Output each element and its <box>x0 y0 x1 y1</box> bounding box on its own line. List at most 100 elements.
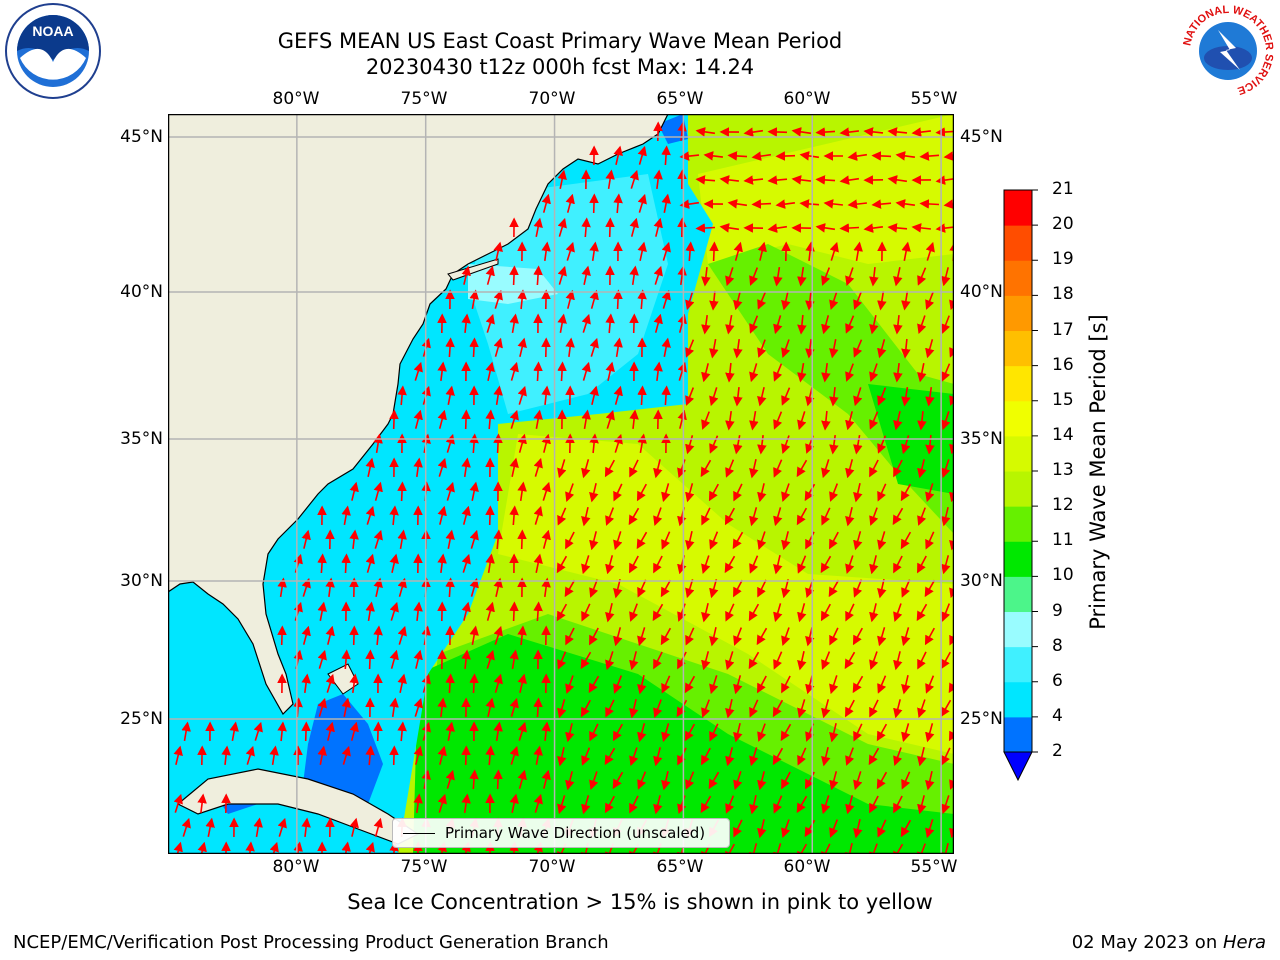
wave-direction-arrow <box>637 241 647 261</box>
wave-direction-arrow <box>413 409 423 429</box>
wave-direction-arrow <box>797 555 807 574</box>
wave-direction-arrow <box>949 440 954 455</box>
wave-direction-arrow <box>629 603 639 622</box>
wave-direction-arrow <box>661 771 671 791</box>
wave-direction-arrow <box>709 338 719 359</box>
wave-direction-arrow <box>863 223 884 233</box>
lat-label: 40°N <box>960 282 1003 302</box>
wave-direction-arrow <box>845 267 855 287</box>
wave-direction-arrow <box>533 745 543 765</box>
wave-direction-arrow <box>229 721 239 742</box>
wave-direction-arrow <box>245 745 255 765</box>
wave-direction-arrow <box>533 265 543 286</box>
wave-direction-arrow <box>613 145 623 165</box>
wave-direction-arrow <box>893 699 903 719</box>
wave-direction-arrow <box>781 627 791 647</box>
wave-direction-arrow <box>517 673 527 693</box>
wave-direction-arrow <box>565 627 575 646</box>
wave-direction-arrow <box>887 127 908 137</box>
wave-direction-arrow <box>612 771 624 790</box>
wave-direction-arrow <box>829 819 839 838</box>
wave-direction-arrow <box>847 199 867 209</box>
wave-direction-arrow <box>709 579 719 599</box>
wave-direction-arrow <box>852 627 864 646</box>
wave-direction-arrow <box>613 531 623 551</box>
wave-direction-arrow <box>749 843 759 854</box>
wave-direction-arrow <box>485 553 495 574</box>
wave-direction-arrow <box>901 675 911 695</box>
wave-direction-arrow <box>565 723 575 743</box>
wave-direction-arrow <box>677 651 687 670</box>
wave-direction-arrow <box>949 634 954 646</box>
wave-direction-arrow <box>629 699 639 719</box>
wave-direction-arrow <box>893 459 903 478</box>
colorbar-segment <box>1004 646 1032 683</box>
wave-direction-arrow <box>636 483 648 502</box>
wave-direction-arrow <box>461 409 471 430</box>
wave-direction-arrow <box>796 843 808 854</box>
wave-direction-arrow <box>197 793 207 813</box>
lat-label: 25°N <box>120 709 163 729</box>
wave-direction-arrow <box>325 577 335 597</box>
wave-direction-arrow <box>509 649 519 670</box>
wave-direction-arrow <box>605 217 615 238</box>
wave-direction-arrow <box>869 795 879 814</box>
wave-direction-arrow <box>805 387 815 407</box>
wave-direction-arrow <box>924 579 936 598</box>
wave-direction-arrow <box>949 345 954 358</box>
wave-direction-arrow <box>661 483 671 503</box>
colorbar-segment <box>1004 681 1032 718</box>
wave-direction-arrow <box>935 175 954 185</box>
wave-direction-arrow <box>791 127 812 137</box>
wave-direction-arrow <box>373 721 383 742</box>
wave-direction-arrow <box>877 339 887 359</box>
wave-direction-arrow <box>709 723 719 742</box>
wave-direction-arrow <box>805 241 815 261</box>
wave-direction-arrow <box>293 841 303 854</box>
title-line-2: 20230430 t12z 000h fcst Max: 14.24 <box>365 55 755 79</box>
wave-direction-arrow <box>733 771 743 791</box>
wave-direction-arrow <box>437 553 447 573</box>
wave-direction-arrow <box>652 603 664 622</box>
wave-direction-arrow <box>661 531 671 550</box>
wave-direction-arrow <box>604 459 616 478</box>
wave-direction-arrow <box>581 409 591 430</box>
wave-direction-arrow <box>719 223 740 233</box>
wave-direction-arrow <box>917 651 927 670</box>
wave-direction-arrow <box>725 795 735 814</box>
wave-direction-arrow <box>413 361 423 381</box>
wave-direction-arrow <box>461 649 471 669</box>
wave-direction-arrow <box>757 819 767 839</box>
wave-direction-arrow <box>708 483 720 502</box>
wave-direction-arrow <box>637 193 647 213</box>
wave-direction-arrow <box>653 459 663 479</box>
wave-direction-arrow <box>557 699 567 719</box>
wave-direction-arrow <box>719 175 739 185</box>
wave-direction-arrow <box>749 555 759 574</box>
wave-direction-arrow <box>277 721 287 742</box>
wave-direction-arrow <box>941 507 951 527</box>
wave-direction-arrow <box>341 553 351 574</box>
wave-direction-arrow <box>701 314 711 335</box>
wave-direction-arrow <box>871 199 892 209</box>
wave-direction-arrow <box>757 339 767 358</box>
wave-direction-arrow <box>829 291 839 311</box>
colorbar-tick-label: 17 <box>1052 319 1074 340</box>
wave-direction-arrow <box>605 555 615 575</box>
wave-direction-arrow <box>557 361 567 382</box>
wave-direction-arrow <box>925 771 935 791</box>
wave-direction-arrow <box>829 434 839 455</box>
wave-direction-arrow <box>565 771 575 791</box>
wave-direction-arrow <box>629 747 639 767</box>
wave-direction-arrow <box>173 841 183 854</box>
wave-direction-arrow <box>701 651 711 671</box>
wave-direction-arrow <box>815 223 836 233</box>
wave-direction-arrow <box>557 651 567 670</box>
wave-direction-arrow <box>509 745 519 765</box>
wave-direction-arrow <box>413 601 423 621</box>
wave-direction-arrow <box>949 536 954 551</box>
wave-direction-arrow <box>869 555 879 575</box>
wave-direction-arrow <box>901 627 911 647</box>
wave-direction-arrow <box>661 385 671 406</box>
wave-direction-arrow <box>773 651 783 670</box>
